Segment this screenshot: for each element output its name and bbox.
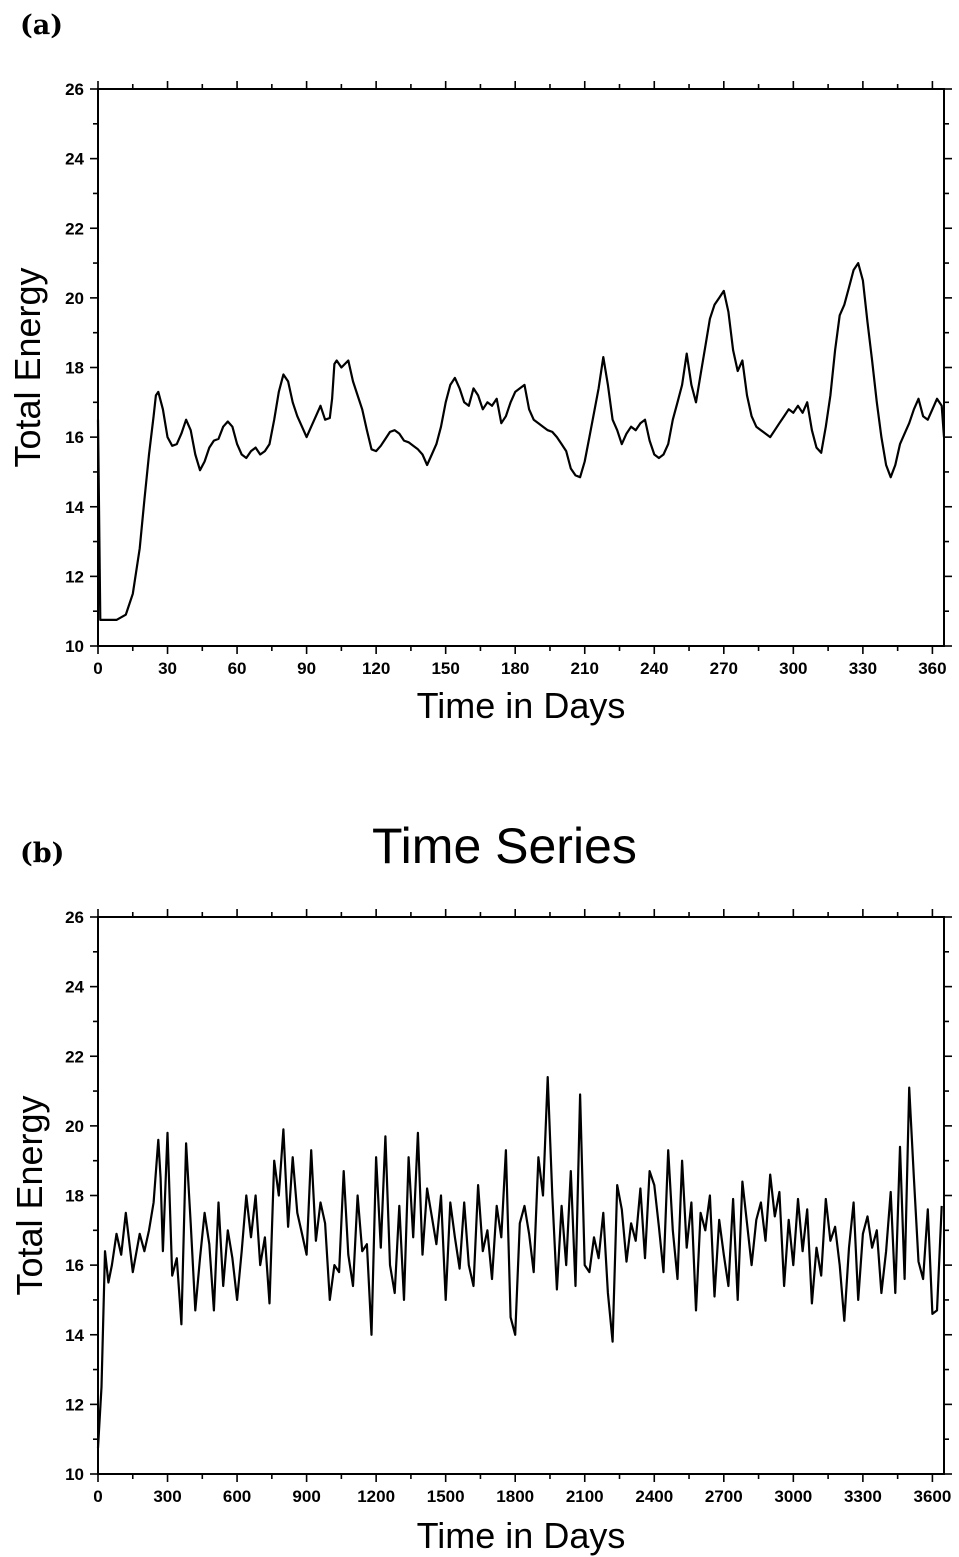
y-tick-label: 12 bbox=[65, 1395, 84, 1414]
x-tick-label: 2400 bbox=[635, 1487, 673, 1506]
x-tick-label: 300 bbox=[153, 1487, 181, 1506]
y-tick-label: 22 bbox=[65, 219, 84, 238]
x-tick-label: 0 bbox=[93, 659, 102, 678]
x-tick-label: 300 bbox=[779, 659, 807, 678]
y-tick-label: 10 bbox=[65, 637, 84, 656]
x-axis-label: Time in Days bbox=[417, 1515, 626, 1556]
x-tick-label: 0 bbox=[93, 1487, 102, 1506]
x-tick-label: 120 bbox=[362, 659, 390, 678]
y-tick-label: 20 bbox=[65, 1117, 84, 1136]
y-tick-label: 18 bbox=[65, 1187, 84, 1206]
x-tick-label: 270 bbox=[710, 659, 738, 678]
x-axis-label: Time in Days bbox=[417, 685, 626, 726]
y-tick-label: 18 bbox=[65, 359, 84, 378]
x-tick-label: 1200 bbox=[357, 1487, 395, 1506]
y-tick-label: 24 bbox=[65, 150, 84, 169]
x-tick-label: 90 bbox=[297, 659, 316, 678]
x-tick-label: 3600 bbox=[913, 1487, 951, 1506]
figure-title: Time Series bbox=[372, 818, 637, 874]
x-tick-label: 210 bbox=[571, 659, 599, 678]
x-tick-label: 360 bbox=[918, 659, 946, 678]
y-tick-label: 10 bbox=[65, 1465, 84, 1484]
x-tick-label: 2700 bbox=[705, 1487, 743, 1506]
x-tick-label: 180 bbox=[501, 659, 529, 678]
x-tick-label: 3300 bbox=[844, 1487, 882, 1506]
y-axis-label: Total Energy bbox=[7, 267, 48, 467]
y-tick-label: 22 bbox=[65, 1047, 84, 1066]
x-tick-label: 240 bbox=[640, 659, 668, 678]
y-tick-label: 16 bbox=[65, 428, 84, 447]
panel-b-label: (b) bbox=[20, 838, 65, 869]
series-line-b bbox=[96, 1076, 943, 1448]
series-line-a bbox=[96, 262, 946, 621]
y-tick-label: 26 bbox=[65, 908, 84, 927]
x-tick-label: 1800 bbox=[496, 1487, 534, 1506]
x-tick-label: 900 bbox=[292, 1487, 320, 1506]
x-tick-label: 1500 bbox=[427, 1487, 465, 1506]
y-axis-label: Total Energy bbox=[9, 1095, 50, 1295]
x-tick-label: 2100 bbox=[566, 1487, 604, 1506]
y-tick-label: 14 bbox=[65, 498, 84, 517]
y-tick-label: 26 bbox=[65, 80, 84, 99]
y-tick-label: 20 bbox=[65, 289, 84, 308]
x-tick-label: 150 bbox=[431, 659, 459, 678]
x-tick-label: 3000 bbox=[774, 1487, 812, 1506]
y-tick-label: 12 bbox=[65, 567, 84, 586]
x-tick-label: 600 bbox=[223, 1487, 251, 1506]
x-tick-label: 330 bbox=[849, 659, 877, 678]
y-tick-label: 16 bbox=[65, 1256, 84, 1275]
y-tick-label: 24 bbox=[65, 978, 84, 997]
y-tick-label: 14 bbox=[65, 1326, 84, 1345]
panel-a-label: (a) bbox=[20, 10, 64, 41]
x-tick-label: 60 bbox=[228, 659, 247, 678]
x-tick-label: 30 bbox=[158, 659, 177, 678]
plot-frame bbox=[97, 916, 945, 1475]
